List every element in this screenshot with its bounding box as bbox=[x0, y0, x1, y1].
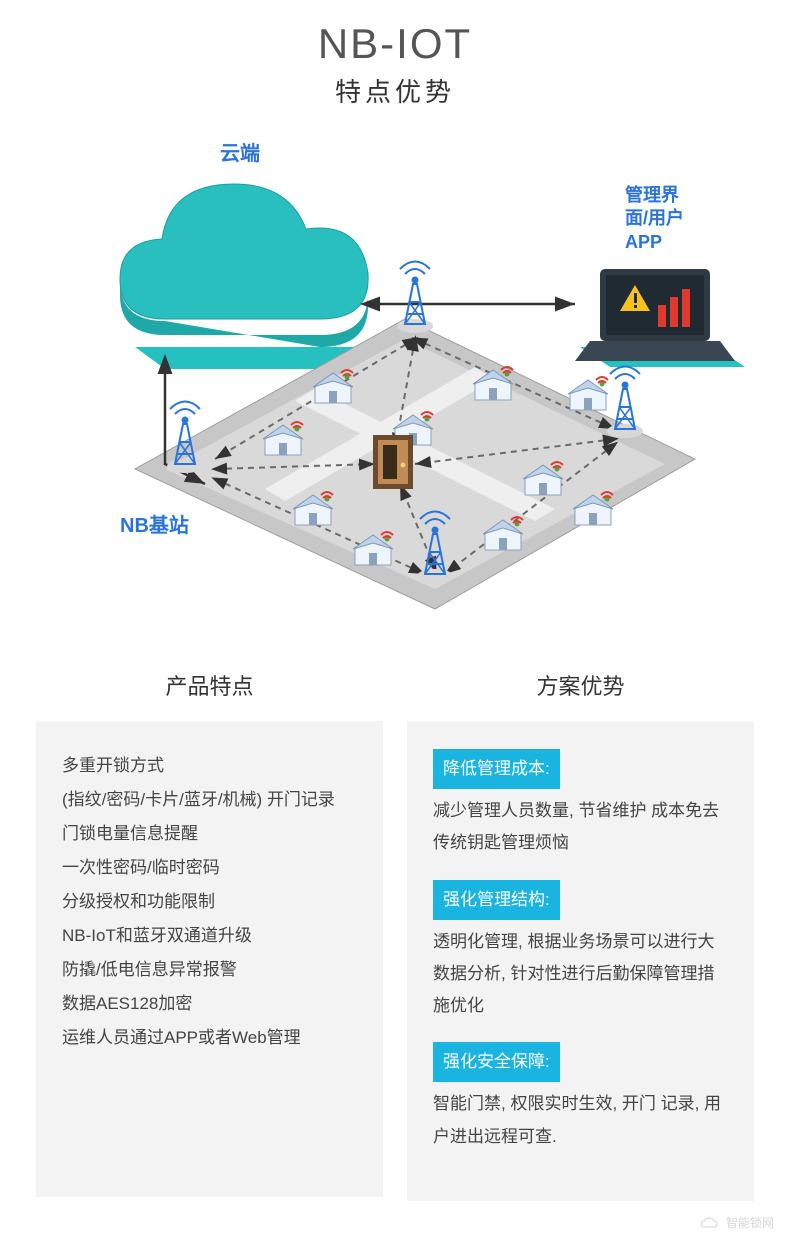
features-title: 产品特点 bbox=[36, 669, 383, 701]
advantage-body: 智能门禁, 权限实时生效, 开门 记录, 用户进出远程可查. bbox=[433, 1088, 728, 1153]
base-label: NB基站 bbox=[120, 509, 189, 538]
feature-item: 门锁电量信息提醒 bbox=[62, 817, 357, 851]
advantage-block: 强化管理结构: 透明化管理, 根据业务场景可以进行大数据分析, 针对性进行后勤保障… bbox=[433, 880, 728, 1023]
house-icon bbox=[568, 377, 608, 410]
feature-item: 数据AES128加密 bbox=[62, 987, 357, 1021]
app-label-l3: APP bbox=[625, 231, 684, 254]
advantages-title: 方案优势 bbox=[407, 669, 754, 701]
columns: 产品特点 多重开锁方式(指纹/密码/卡片/蓝牙/机械) 开门记录门锁电量信息提醒… bbox=[0, 659, 790, 1241]
advantages-col: 方案优势 降低管理成本: 减少管理人员数量, 节省维护 成本免去传统钥匙管理烦恼强… bbox=[407, 659, 754, 1201]
app-label-l2: 面/用户 bbox=[625, 207, 684, 230]
advantage-body: 透明化管理, 根据业务场景可以进行大数据分析, 针对性进行后勤保障管理措施优化 bbox=[433, 926, 728, 1023]
advantage-tag: 强化管理结构: bbox=[433, 880, 560, 920]
network-diagram: 云端 管理界 面/用户 APP NB基站 bbox=[15, 129, 775, 629]
page-header: NB-IOT 特点优势 bbox=[0, 0, 790, 119]
feature-item: 一次性密码/临时密码 bbox=[62, 851, 357, 885]
tower-icon bbox=[607, 367, 643, 439]
feature-item: (指纹/密码/卡片/蓝牙/机械) 开门记录 bbox=[62, 783, 357, 817]
watermark-text: 智能锁网 bbox=[726, 1216, 774, 1230]
feature-item: NB-IoT和蓝牙双通道升级 bbox=[62, 919, 357, 953]
advantage-block: 降低管理成本: 减少管理人员数量, 节省维护 成本免去传统钥匙管理烦恼 bbox=[433, 749, 728, 860]
advantage-tag: 强化安全保障: bbox=[433, 1042, 560, 1082]
watermark: 智能锁网 bbox=[699, 1214, 774, 1231]
tower-icon bbox=[397, 262, 433, 334]
cloud-label: 云端 bbox=[220, 137, 260, 166]
features-col: 产品特点 多重开锁方式(指纹/密码/卡片/蓝牙/机械) 开门记录门锁电量信息提醒… bbox=[36, 659, 383, 1201]
advantage-body: 减少管理人员数量, 节省维护 成本免去传统钥匙管理烦恼 bbox=[433, 795, 728, 860]
cloud-icon bbox=[120, 184, 368, 347]
app-label: 管理界 面/用户 APP bbox=[625, 184, 684, 254]
advantage-block: 强化安全保障: 智能门禁, 权限实时生效, 开门 记录, 用户进出远程可查. bbox=[433, 1042, 728, 1153]
app-label-l1: 管理界 bbox=[625, 184, 684, 207]
feature-item: 多重开锁方式 bbox=[62, 749, 357, 783]
advantage-tag: 降低管理成本: bbox=[433, 749, 560, 789]
features-box: 多重开锁方式(指纹/密码/卡片/蓝牙/机械) 开门记录门锁电量信息提醒一次性密码… bbox=[36, 721, 383, 1197]
feature-item: 防撬/低电信息异常报警 bbox=[62, 953, 357, 987]
page-title: NB-IOT bbox=[0, 20, 790, 68]
door-icon bbox=[373, 435, 413, 489]
page-subtitle: 特点优势 bbox=[0, 72, 790, 109]
laptop-icon bbox=[575, 269, 735, 361]
advantages-box: 降低管理成本: 减少管理人员数量, 节省维护 成本免去传统钥匙管理烦恼强化管理结构… bbox=[407, 721, 754, 1201]
feature-item: 运维人员通过APP或者Web管理 bbox=[62, 1021, 357, 1055]
feature-item: 分级授权和功能限制 bbox=[62, 885, 357, 919]
